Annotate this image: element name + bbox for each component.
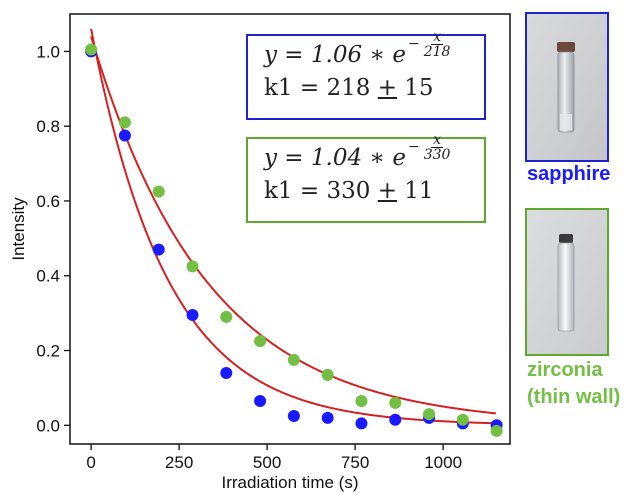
data-point-zirconia (85, 43, 98, 56)
exponent-denominator: 330 (423, 146, 451, 163)
data-point-zirconia (389, 396, 402, 409)
x-axis-ticks: 0 250 500 750 1000 (86, 444, 462, 472)
plus-minus: + (377, 74, 397, 101)
fit-equation-box-sapphire: y = 1.06 ∗ e − x 218 k1 = 218 + 15 (246, 30, 486, 120)
fit-equation-sapphire: y = 1.06 ∗ e − x 218 (264, 30, 484, 73)
exponent-sign: − (407, 36, 420, 52)
data-point-zirconia (186, 260, 199, 273)
zirconia-label-line2: (thin wall) (527, 386, 621, 408)
y-axis-label: Intensity (9, 197, 28, 261)
data-point-zirconia (456, 413, 469, 426)
fit-equation-box-zirconia: y = 1.04 ∗ e − x 330 k1 = 330 + 11 (246, 133, 486, 223)
equation-lhs: y = 1.06 ∗ e (264, 42, 406, 68)
data-point-sapphire (287, 409, 300, 422)
y-tick-label: 0.4 (36, 267, 60, 286)
data-point-zirconia (287, 353, 300, 366)
sapphire-vial-image (527, 14, 607, 160)
exponent-numerator: x (431, 131, 444, 148)
zirconia-sample-photo (525, 208, 609, 356)
fit-equation-zirconia: y = 1.04 ∗ e − x 330 (264, 133, 484, 176)
data-point-zirconia (254, 335, 267, 348)
rate-prefix: k1 = 330 (264, 177, 378, 204)
zirconia-vial-image (527, 210, 607, 354)
data-point-sapphire (254, 395, 267, 407)
rate-error: 11 (396, 177, 434, 204)
exponent-fraction: x 330 (422, 133, 453, 162)
plot-frame (69, 13, 511, 445)
exponent-numerator: x (431, 28, 444, 45)
x-tick-label: 1000 (424, 453, 462, 472)
data-point-zirconia (220, 310, 233, 323)
y-tick-label: 0.0 (36, 416, 60, 435)
data-point-zirconia (423, 408, 436, 421)
exponent-fraction: x 218 (422, 30, 453, 59)
y-tick-label: 0.2 (36, 342, 60, 361)
rate-constant-zirconia: k1 = 330 + 11 (264, 178, 484, 204)
sapphire-sample-photo (525, 12, 609, 162)
x-tick-label: 0 (86, 453, 95, 472)
plus-minus: + (377, 177, 397, 204)
y-tick-label: 1.0 (36, 42, 60, 61)
data-point-sapphire (186, 309, 199, 321)
x-tick-label: 750 (341, 453, 369, 472)
data-point-sapphire (118, 129, 131, 142)
x-tick-label: 250 (165, 453, 193, 472)
exponent-sign: − (407, 139, 420, 155)
zirconia-label-line1: zirconia (527, 359, 603, 381)
data-point-sapphire (321, 411, 334, 424)
data-point-sapphire (220, 366, 233, 379)
data-point-zirconia (490, 424, 503, 437)
data-point-zirconia (355, 395, 368, 407)
rate-constant-sapphire: k1 = 218 + 15 (264, 75, 484, 101)
equation-exponent: − x 218 (408, 30, 452, 59)
sapphire-label: sapphire (527, 163, 611, 185)
data-point-zirconia (118, 116, 131, 129)
exponent-denominator: 218 (423, 43, 451, 60)
data-point-zirconia (152, 185, 165, 198)
y-tick-label: 0.6 (36, 192, 60, 211)
x-tick-label: 500 (253, 453, 281, 472)
y-tick-label: 0.8 (36, 117, 60, 136)
equation-lhs: y = 1.04 ∗ e (264, 145, 406, 171)
data-point-sapphire (152, 243, 165, 256)
data-points (85, 43, 503, 437)
data-point-zirconia (321, 368, 334, 381)
x-axis-label: Irradiation time (s) (222, 473, 359, 492)
data-point-sapphire (355, 417, 368, 430)
rate-error: 15 (396, 74, 434, 101)
rate-prefix: k1 = 218 (264, 74, 378, 101)
y-axis-ticks: 0.0 0.2 0.4 0.6 0.8 1.0 (36, 42, 70, 435)
equation-exponent: − x 330 (408, 133, 452, 162)
data-point-sapphire (389, 413, 402, 426)
